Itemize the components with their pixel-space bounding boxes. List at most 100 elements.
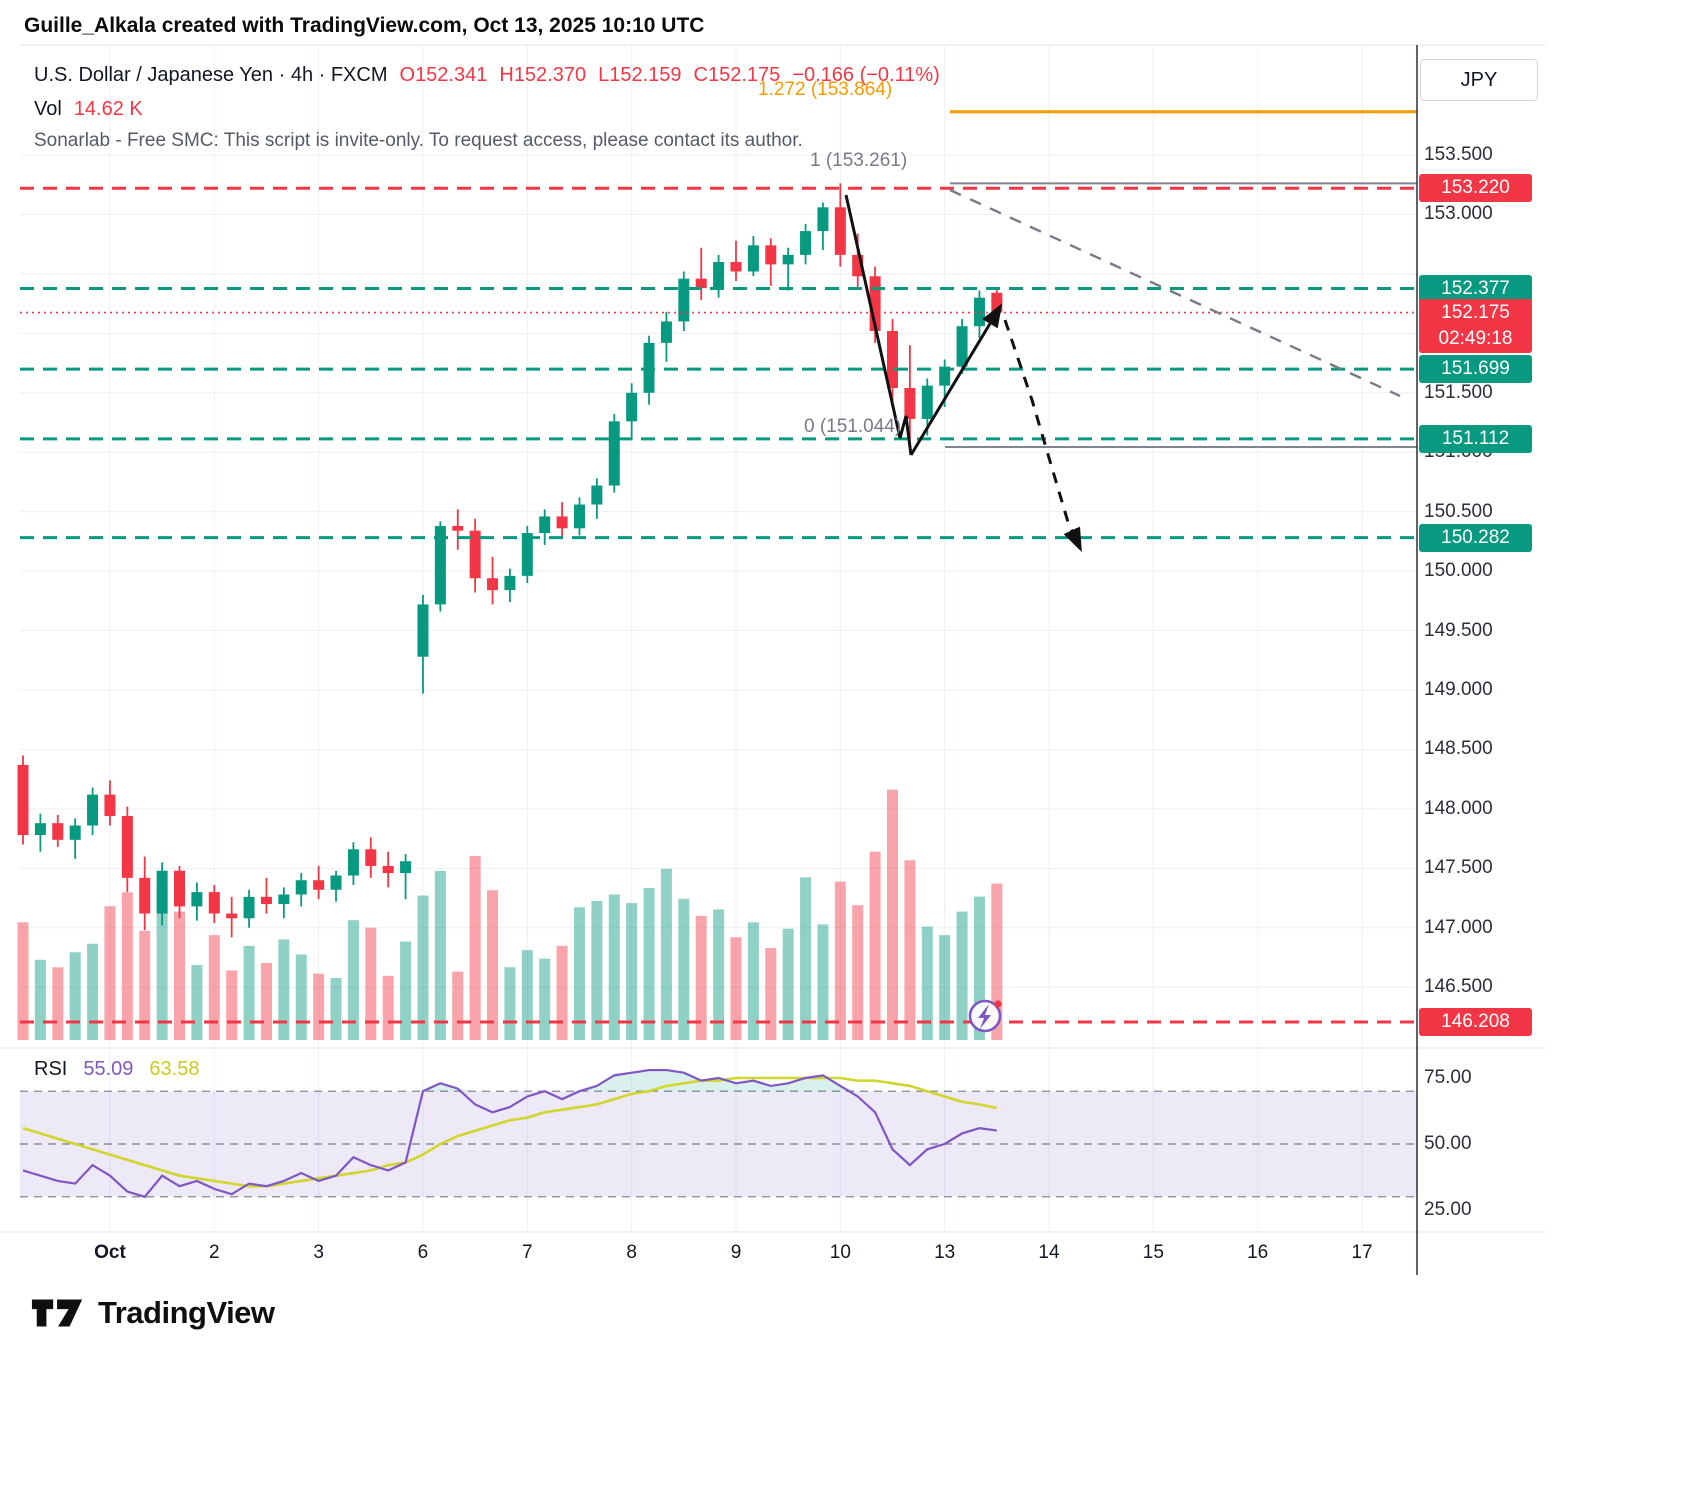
volume-bar [469,855,481,1040]
volume-bar [504,967,516,1040]
candle-body [834,207,846,255]
price-level-badge: 153.220 [1419,174,1532,203]
candle-body [991,292,1003,313]
candle-body [452,525,464,531]
volume-value: 14.62 K [73,98,143,120]
time-axis-label[interactable]: Oct [94,1242,126,1263]
fib-low-label[interactable]: 0 (151.044) [804,416,902,437]
rsi-label: RSI [34,1058,68,1080]
volume-bar [330,977,342,1040]
fib-extension-label[interactable]: 1.272 (153.864) [758,79,893,100]
attribution-text: Guille_Alkala created with TradingView.c… [24,14,705,37]
candle-body [504,575,516,591]
volume-bar [452,971,464,1040]
candle-body [782,254,794,265]
drawing-recovery-up-arrow[interactable] [909,303,1003,456]
candle-body [887,330,898,389]
price-axis-label: 150.000 [1424,560,1493,582]
tradingview-logo[interactable]: TradingView [30,1295,275,1331]
candle-body [156,870,168,914]
volume-bar [643,888,655,1040]
volume-legend[interactable]: Vol 14.62 K [34,98,143,121]
price-axis-currency: JPY [1420,59,1538,101]
volume-bar [973,896,985,1040]
brand-name: TradingView [98,1295,275,1330]
candle-body [139,877,151,914]
volume-bar [991,883,1003,1040]
candle-body [539,516,551,534]
candle-body [365,849,377,866]
candle-body [730,262,742,272]
time-axis-label[interactable]: 6 [417,1242,429,1263]
candle-body [800,231,812,255]
volume-bar [852,905,864,1040]
volume-bar [121,892,133,1040]
symbol-legend[interactable]: U.S. Dollar / Japanese Yen · 4h · FXCM O… [34,64,940,87]
volume-bar [695,915,707,1040]
time-axis-label[interactable]: 8 [626,1242,637,1263]
time-axis-label[interactable]: 15 [1142,1242,1164,1263]
ohlc-open: O152.341 [399,64,488,86]
volume-bar [782,928,794,1040]
price-level-badge: 152.377 [1419,274,1532,303]
candle-body [869,276,881,331]
candle-body [660,321,672,343]
candle-body [591,485,603,505]
candle-body [434,525,446,605]
candle-body [191,892,203,907]
candle-body [243,896,255,919]
current-price-badge: 152.175 02:49:18 [1419,298,1532,353]
price-axis-label: 149.000 [1424,679,1493,700]
volume-bar [869,851,881,1040]
candle-body [34,823,46,836]
time-axis-label[interactable]: 14 [1038,1242,1060,1263]
candle-body [747,245,759,272]
rsi-ma-line [22,1076,998,1188]
volume-bar [104,906,116,1040]
candle-body [556,516,568,529]
candle-body [104,794,116,817]
candle-body [626,392,638,422]
drawing-trend-projection[interactable] [949,188,1401,398]
volume-bar [400,941,412,1040]
volume-bar [260,962,272,1040]
drawing-impulse-down[interactable] [844,194,913,456]
volume-bar [730,937,742,1040]
volume-bar [800,877,812,1040]
candle-body [69,825,81,840]
volume-bar [139,930,151,1040]
drawing-projection-down-arrow[interactable] [1003,319,1082,553]
volume-bar [939,935,951,1040]
fib-high-label[interactable]: 1 (153.261) [810,150,908,171]
volume-bar [34,959,46,1040]
volume-bar [52,967,64,1040]
time-axis-label[interactable]: 2 [208,1242,220,1263]
time-axis-label[interactable]: 13 [934,1242,956,1263]
volume-bar [226,970,238,1040]
change-value: −0.166 (−0.11%) [792,64,940,86]
volume-bar [921,926,933,1040]
time-axis-label[interactable]: 3 [313,1242,324,1263]
volume-bar [834,881,846,1040]
volume-bar [417,895,429,1040]
time-axis-label[interactable]: 16 [1247,1242,1269,1263]
candle-body [973,297,985,327]
time-axis-label[interactable]: 10 [829,1242,851,1263]
volume-bar [295,954,307,1040]
time-axis-label[interactable]: 17 [1351,1242,1373,1263]
candle-body [347,849,359,876]
volume-bar [887,789,898,1040]
rsi-overbought-fill [23,1070,997,1092]
current-price-value: 152.175 [1441,301,1510,323]
rsi-legend[interactable]: RSI 55.09 63.58 [34,1058,199,1081]
volume-label: Vol [34,98,62,120]
volume-bar [626,903,638,1040]
time-axis-label[interactable]: 9 [730,1242,742,1263]
price-axis-label: 148.500 [1424,738,1493,760]
ohlc-close: C152.175 [693,64,781,86]
price-level-badge: 150.282 [1419,523,1532,552]
time-axis-label[interactable]: 7 [522,1242,533,1263]
volume-bar [208,935,220,1040]
